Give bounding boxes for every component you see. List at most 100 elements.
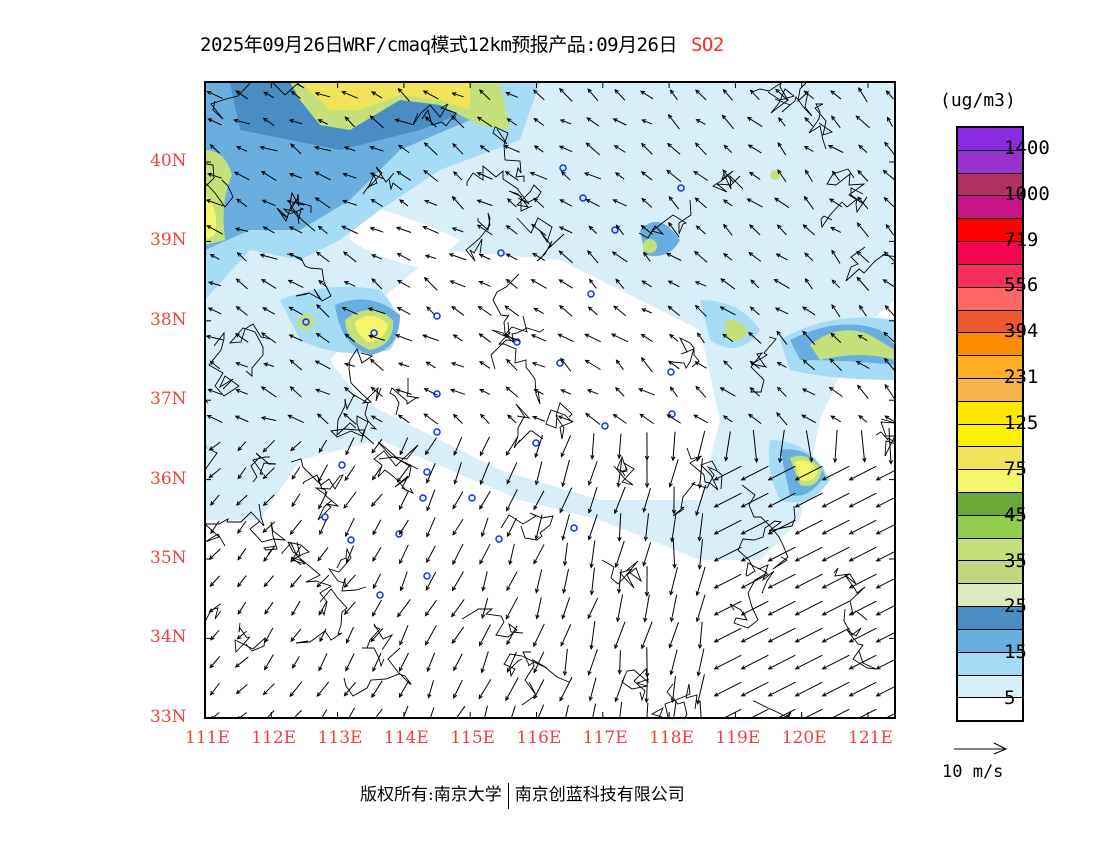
city-marker — [497, 249, 505, 257]
wind-arrow — [848, 465, 877, 481]
wind-arrow — [821, 546, 850, 562]
wind-arrow — [533, 117, 545, 126]
wind-arrow — [372, 573, 382, 590]
wind-arrow — [559, 677, 573, 702]
wind-arrow — [260, 416, 277, 421]
wind-arrow — [747, 144, 762, 154]
wind-arrow — [208, 441, 221, 451]
wind-arrow — [848, 519, 877, 535]
wind-arrow — [774, 197, 790, 209]
wind-arrow — [669, 89, 678, 101]
wind-arrow — [262, 439, 276, 453]
wind-arrow — [695, 89, 707, 101]
wind-arrow — [669, 649, 678, 676]
wind-arrow — [481, 597, 489, 620]
wind-arrow — [344, 362, 355, 367]
wind-arrow — [314, 171, 331, 181]
copyright: 版权所有:南京大学 南京创蓝科技有限公司 — [360, 780, 685, 809]
wind-arrow — [290, 143, 302, 155]
wind-arrow — [425, 571, 437, 591]
wind-arrow — [612, 118, 627, 126]
wind-arrow — [505, 436, 519, 457]
lat-label: 33N — [150, 706, 187, 727]
wind-arrow — [534, 461, 543, 486]
wind-arrow — [291, 656, 300, 669]
wind-arrow — [478, 253, 491, 260]
wind-arrow — [832, 429, 838, 464]
wind-arrow — [884, 383, 895, 400]
wind-arrow — [883, 331, 895, 344]
wind-arrow — [858, 414, 868, 423]
wind-arrow — [288, 119, 303, 125]
colorbar-swatch — [958, 424, 1022, 448]
colorbar-label: 5 — [1004, 687, 1016, 710]
wind-arrow — [506, 571, 518, 592]
wind-arrow — [264, 627, 274, 644]
wind-arrow — [259, 253, 278, 260]
wind-arrow — [396, 170, 412, 181]
city-marker — [321, 513, 329, 521]
wind-arrow — [209, 144, 220, 154]
wind-arrow — [209, 494, 220, 506]
wind-arrow — [262, 494, 275, 507]
wind-arrow — [803, 90, 814, 100]
wind-arrow — [535, 597, 542, 620]
wind-arrow — [370, 415, 383, 423]
wind-arrow — [747, 331, 762, 344]
colorbar-swatch — [958, 515, 1022, 539]
wind-arrow — [821, 573, 850, 589]
wind-arrow — [746, 198, 763, 208]
wind-arrow — [235, 146, 248, 152]
wind-arrow — [426, 489, 436, 512]
wind-arrow — [429, 707, 435, 718]
wind-arrow — [638, 388, 656, 396]
colorbar-label: 35 — [1004, 549, 1027, 572]
wind-arrow — [260, 386, 277, 398]
wind-arrow — [615, 278, 625, 289]
wind-arrow — [875, 577, 895, 589]
wind-arrow — [584, 333, 601, 343]
wind-arrow — [260, 332, 277, 344]
wind-arrow — [345, 653, 355, 672]
wind-arrow — [315, 332, 330, 343]
colorbar-label: 394 — [1004, 320, 1039, 343]
wind-arrow — [533, 679, 545, 700]
city-marker — [370, 329, 378, 337]
wind-arrow — [345, 517, 355, 537]
wind-arrow — [264, 602, 274, 615]
wind-arrow — [722, 169, 734, 183]
wind-arrow — [451, 305, 465, 316]
colorbar-swatch — [958, 310, 1022, 334]
wind-arrow — [697, 458, 703, 489]
wind-arrow — [557, 333, 574, 343]
lon-label: 116E — [516, 728, 562, 748]
wind-arrow — [615, 224, 624, 236]
wind-arrow — [589, 567, 595, 596]
wind-arrow — [713, 600, 742, 616]
city-marker — [559, 164, 567, 172]
wind-arrow — [369, 358, 384, 371]
wind-arrow — [317, 547, 329, 562]
wind-arrow — [831, 115, 841, 129]
wind-arrow — [318, 279, 328, 288]
wind-arrow — [371, 599, 382, 617]
wind-arrow — [673, 700, 677, 718]
city-marker — [495, 535, 503, 543]
wind-arrow — [740, 600, 769, 616]
wind-arrow — [479, 624, 491, 647]
wind-arrow — [452, 413, 463, 424]
wind-arrow — [343, 574, 356, 589]
wind-arrow — [848, 627, 877, 643]
colorbar-swatch — [958, 264, 1022, 288]
wind-arrow — [452, 142, 464, 155]
wind-arrow — [713, 465, 742, 481]
wind-arrow — [235, 278, 248, 290]
colorbar-swatch — [958, 447, 1022, 471]
wind-arrow — [450, 361, 465, 368]
wind-arrow — [315, 251, 330, 263]
wind-arrow — [827, 144, 844, 153]
wind-arrow — [794, 573, 823, 589]
wind-arrow — [821, 600, 850, 616]
wind-arrow — [562, 648, 568, 677]
wind-arrow — [374, 708, 383, 718]
